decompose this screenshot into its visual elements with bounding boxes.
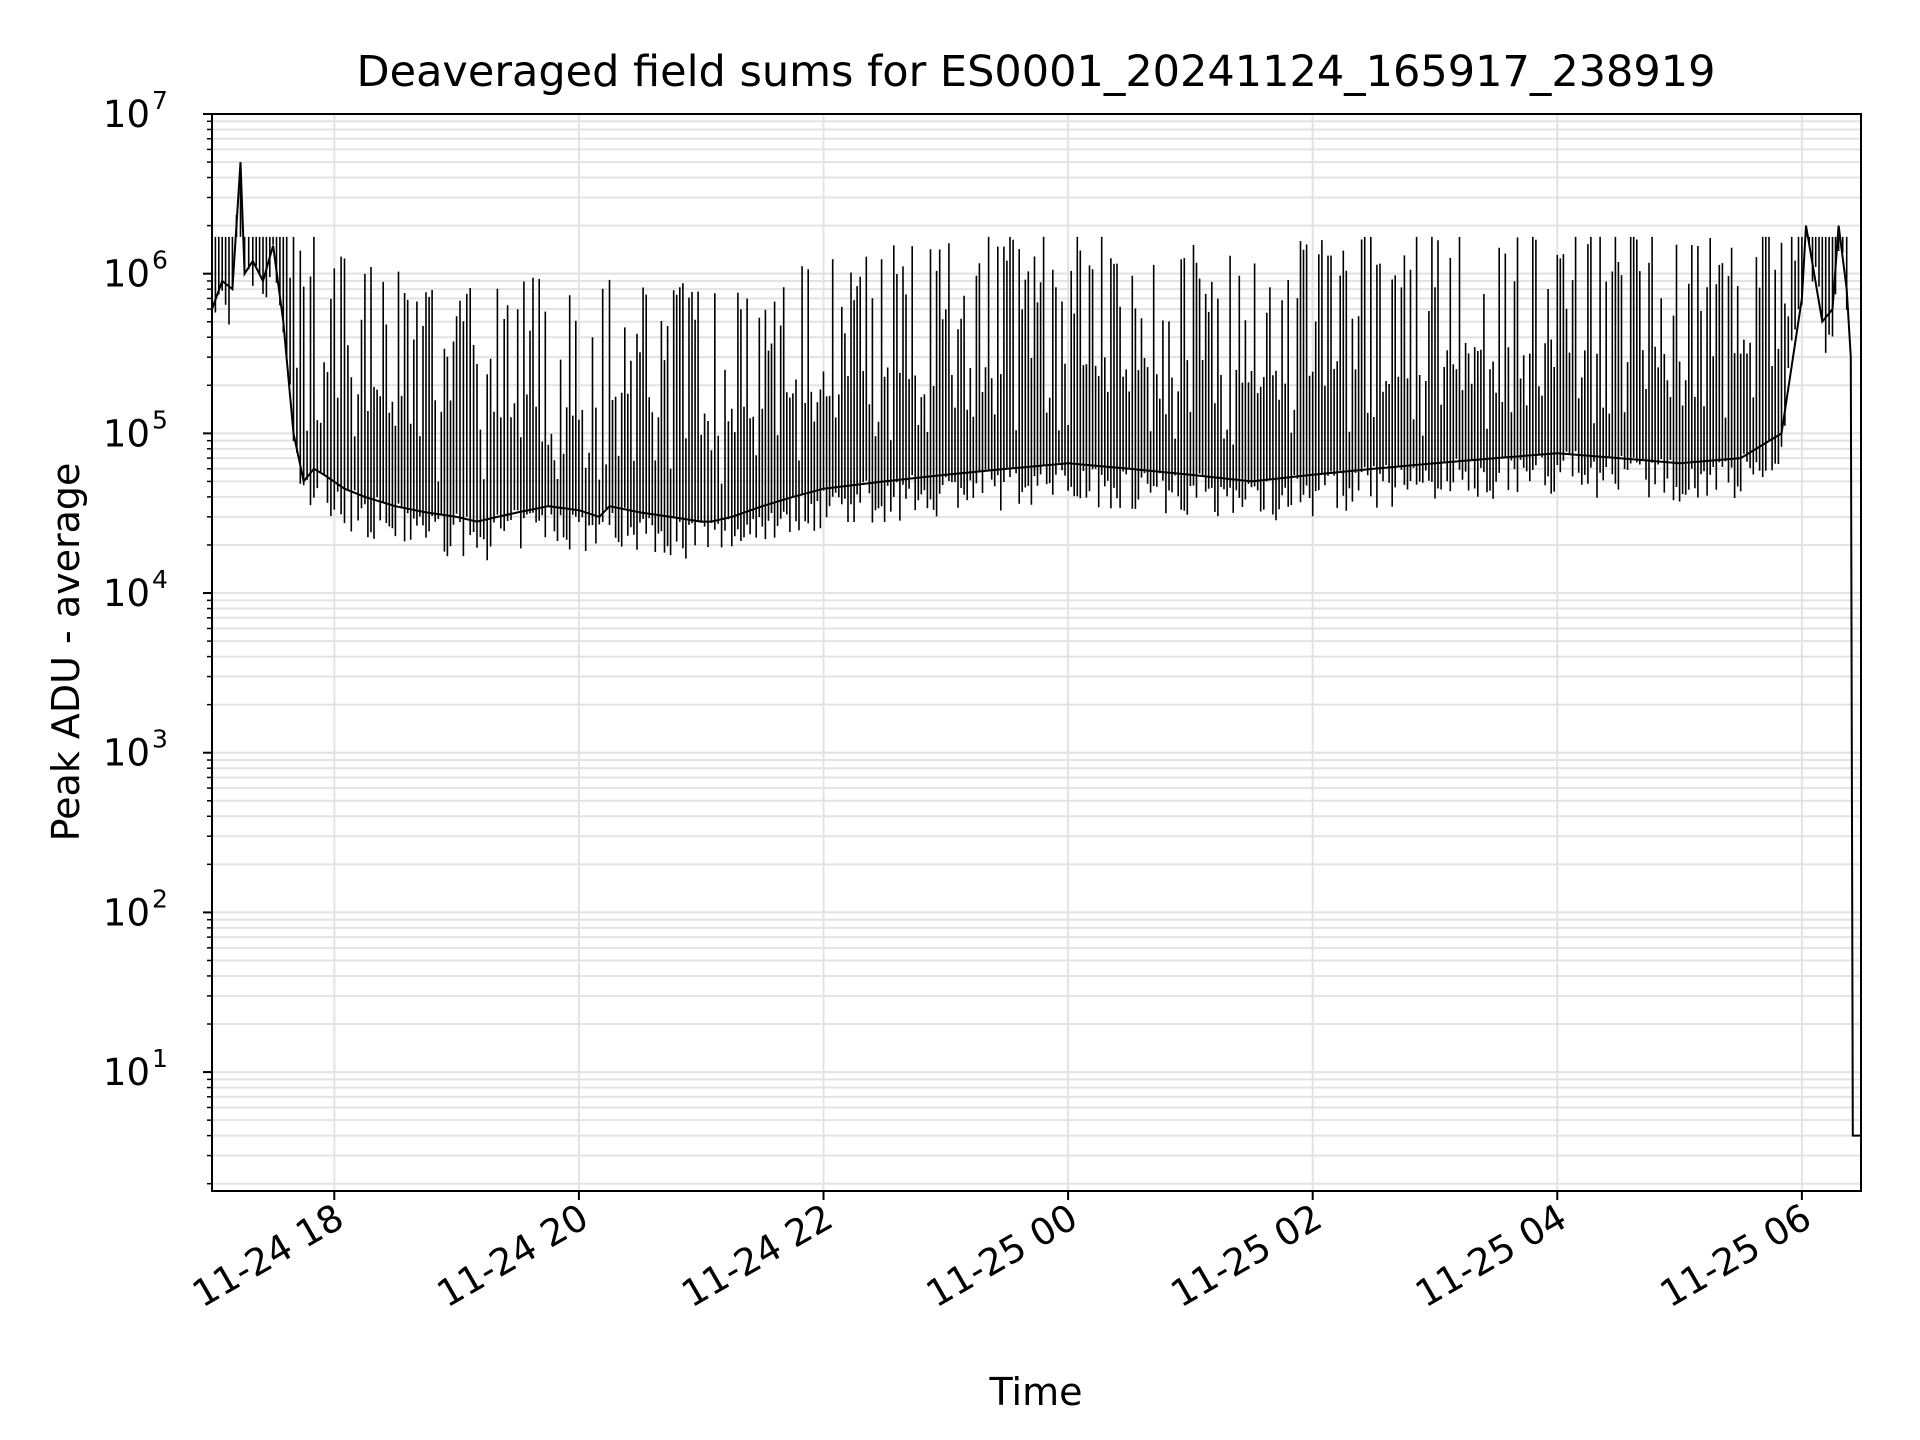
y-tick-label: 10	[103, 253, 150, 296]
y-tick-label-exponent: 5	[152, 405, 168, 434]
chart-title: Deaveraged field sums for ES0001_2024112…	[357, 47, 1716, 97]
y-tick-label-exponent: 2	[152, 884, 168, 913]
y-tick-label: 10	[103, 572, 150, 615]
y-tick-label: 10	[103, 1051, 150, 1094]
y-tick-label: 10	[103, 732, 150, 775]
y-tick-label: 10	[103, 412, 150, 455]
y-tick-label-exponent: 3	[152, 725, 168, 754]
y-tick-label-exponent: 6	[152, 246, 168, 275]
series-line	[211, 162, 1861, 1137]
grid	[212, 113, 1861, 1191]
y-tick-label-exponent: 4	[152, 565, 168, 594]
x-axis-label: Time	[989, 1370, 1083, 1414]
y-tick-label-exponent: 1	[152, 1044, 168, 1073]
axes-frame	[211, 113, 1862, 1192]
y-tick-label: 10	[103, 93, 150, 136]
y-tick-label: 10	[103, 891, 150, 934]
y-tick-label-exponent: 7	[152, 86, 168, 115]
y-axis-label: Peak ADU - average	[44, 463, 88, 842]
